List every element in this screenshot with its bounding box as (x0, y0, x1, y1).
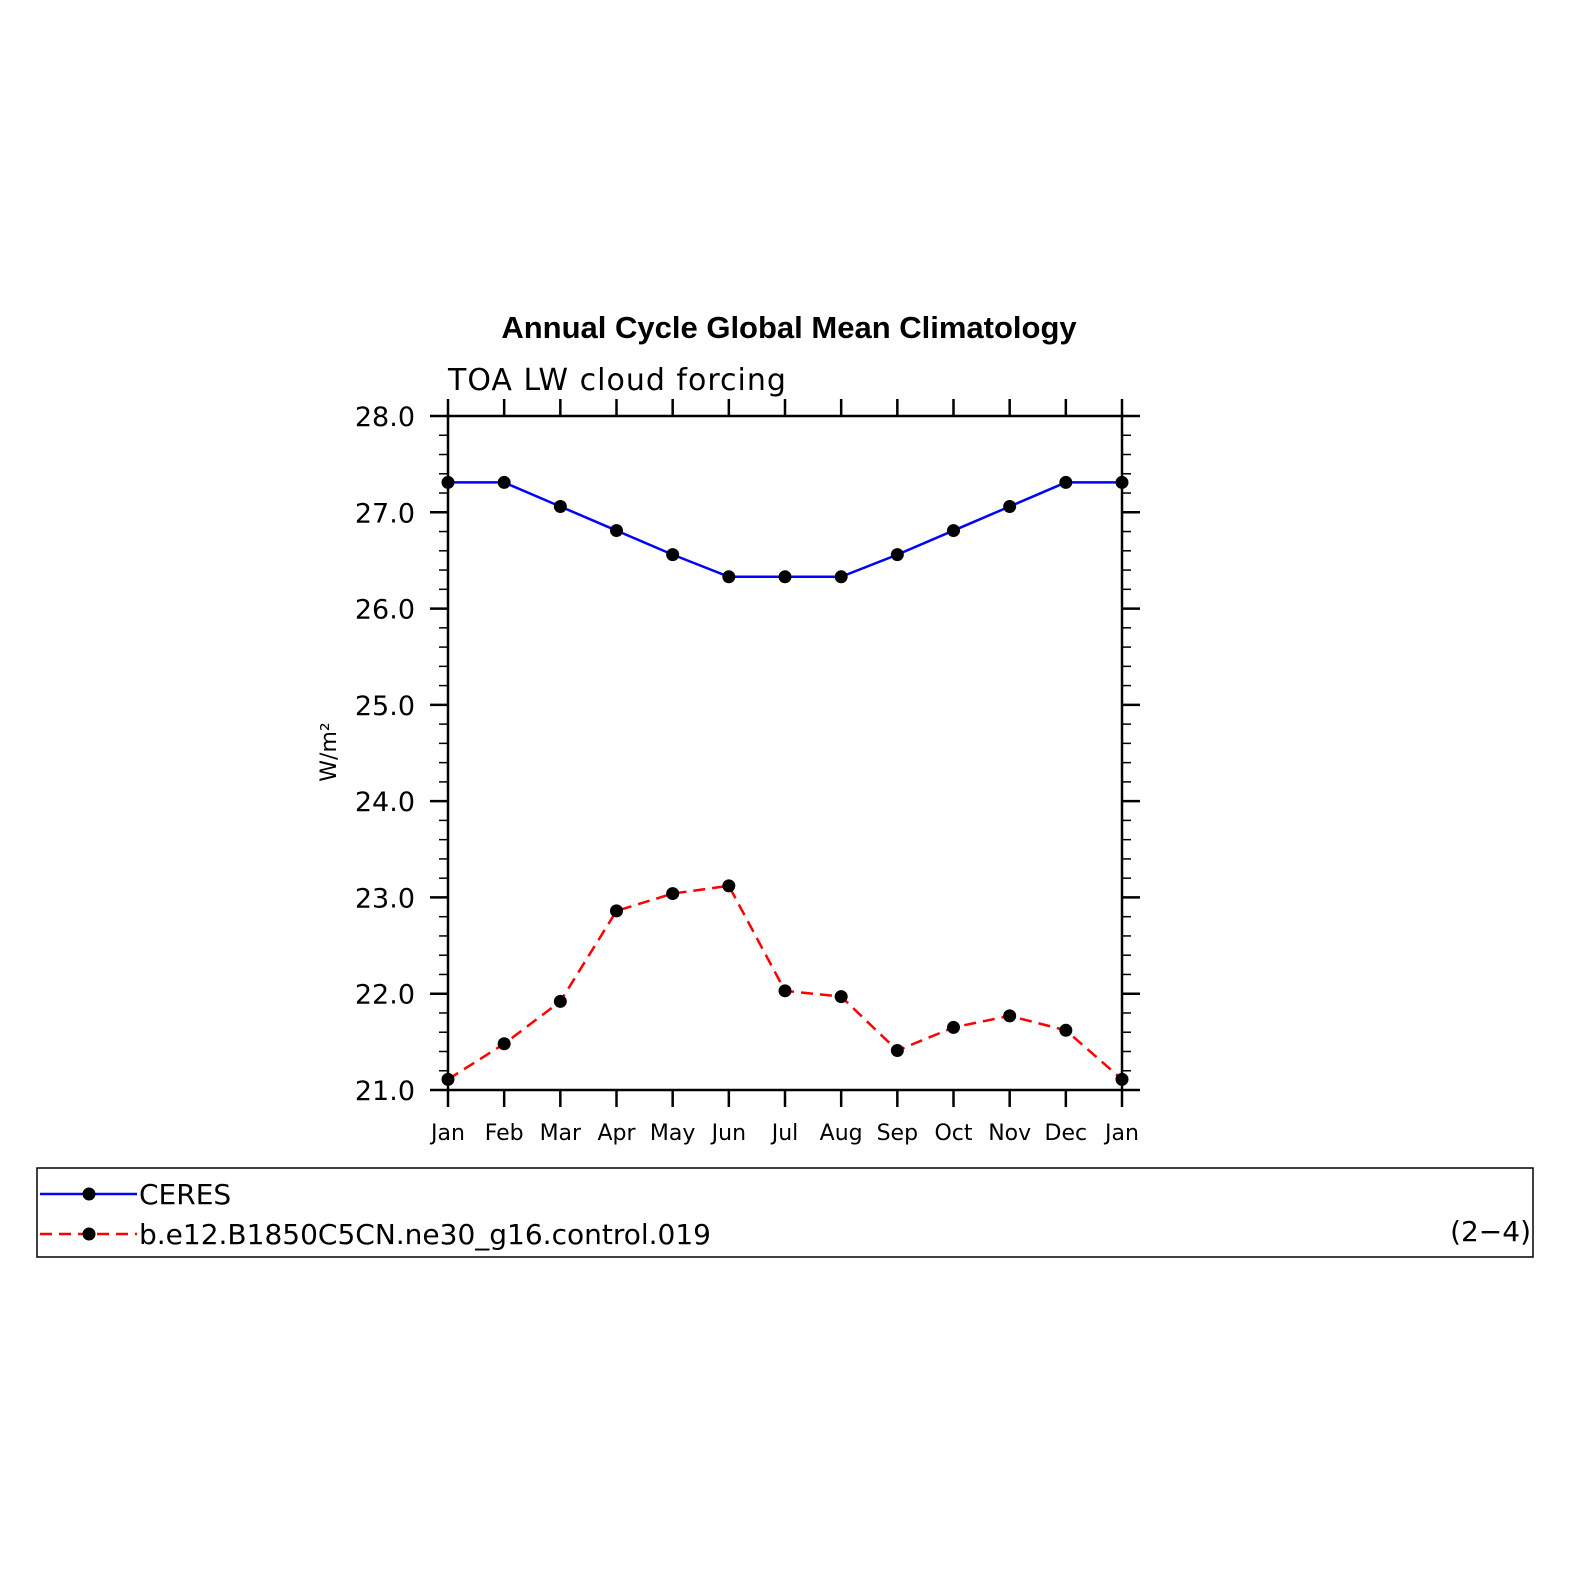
series-1-point (441, 1072, 455, 1086)
x-tick-label: Apr (597, 1121, 636, 1146)
x-tick-label: Dec (1045, 1121, 1088, 1146)
x-tick-label: Nov (988, 1121, 1031, 1146)
y-tick-label: 27.0 (355, 498, 415, 529)
series-1-point (610, 904, 623, 918)
series-0-point (778, 570, 792, 584)
y-tick-label: 21.0 (355, 1076, 415, 1107)
y-tick-label: 25.0 (355, 691, 415, 722)
x-tick-label: Sep (877, 1121, 918, 1146)
series-0-point (441, 475, 455, 489)
series-1-point (553, 994, 567, 1008)
series-1-point (722, 879, 736, 893)
x-tick-label: Jan (429, 1121, 465, 1146)
panel-label: (2−4) (1450, 1215, 1531, 1248)
plot-axes: 21.0 22.0 23.0 24.0 25.0 26.0 27.0 28.0 Jan Feb Ma… (355, 399, 1140, 1146)
series-0-point (1059, 475, 1073, 489)
legend: CERES b.e12.B1850C5CN.ne30_g16.control.01… (40, 1178, 711, 1251)
x-tick-label: Jun (710, 1121, 746, 1146)
x-tick-label: Jan (1103, 1121, 1139, 1146)
x-tick-label: Oct (934, 1121, 972, 1146)
x-tick-label: Aug (820, 1121, 863, 1146)
series-layer (441, 475, 1129, 1086)
chart-title: Annual Cycle Global Mean Climatology (501, 310, 1077, 345)
series-1-point (834, 990, 848, 1004)
legend-box (36, 1167, 1534, 1258)
series-0-point (497, 475, 511, 489)
series-1-point (497, 1037, 511, 1051)
x-tick-label: Feb (485, 1121, 524, 1146)
x-tick-label: Jul (770, 1121, 799, 1146)
series-0-point (834, 570, 848, 584)
y-tick-label: 23.0 (355, 883, 415, 914)
y-tick-label: 26.0 (355, 595, 415, 626)
series-1-point (1059, 1023, 1073, 1037)
y-tick-label: 24.0 (355, 787, 415, 818)
series-1-point (778, 984, 792, 998)
y-tick-label: 28.0 (355, 402, 415, 433)
legend-marker-0 (82, 1187, 96, 1201)
legend-marker-1 (82, 1227, 96, 1241)
x-tick-label: May (650, 1121, 695, 1146)
series-0-point (553, 500, 567, 514)
y-tick-label: 22.0 (355, 980, 415, 1011)
series-0-point (610, 524, 623, 538)
series-1-point (1003, 1009, 1017, 1023)
series-1-point (890, 1044, 904, 1058)
legend-label-0: CERES (139, 1178, 231, 1211)
y-axis-label: W/m² (317, 722, 342, 781)
series-line-0 (448, 481, 1122, 579)
legend-label-1: b.e12.B1850C5CN.ne30_g16.control.019 (139, 1218, 711, 1251)
series-0-point (666, 548, 680, 562)
x-tick-label: Mar (540, 1121, 582, 1146)
series-0-point (890, 548, 904, 562)
series-0-point (947, 524, 960, 538)
chart-subtitle: TOA LW cloud forcing (447, 363, 787, 398)
series-0-point (722, 570, 736, 584)
series-0-point (1115, 475, 1129, 489)
series-1-point (947, 1020, 960, 1034)
series-line-1 (447, 884, 1123, 1081)
series-1-point (666, 887, 680, 901)
series-0-point (1003, 500, 1017, 514)
series-1-point (1115, 1072, 1129, 1086)
